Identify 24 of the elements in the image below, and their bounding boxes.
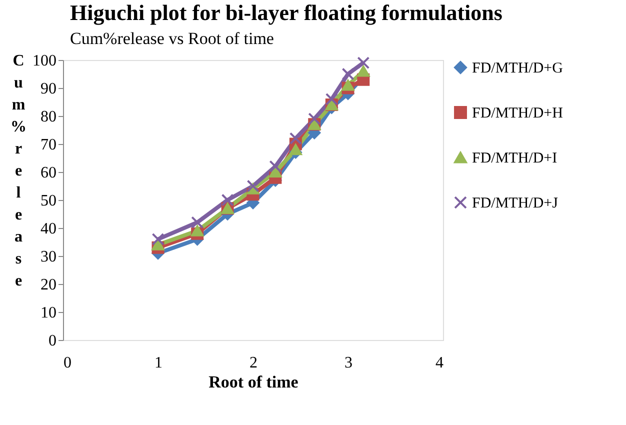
y-tick-label: 30: [40, 248, 56, 266]
y-tick-label: 60: [40, 164, 56, 182]
y-tick-label: 0: [48, 332, 56, 350]
x-tick-label: 2: [250, 354, 258, 372]
x-tick-label: 4: [436, 354, 444, 372]
legend-label: FD/MTH/D+J: [472, 196, 558, 212]
y-tick-label: 20: [40, 276, 56, 294]
legend-label: FD/MTH/D+H: [472, 106, 564, 122]
y-tick-label: 90: [40, 80, 56, 98]
y-tick-label: 100: [32, 52, 56, 70]
y-tick-label: 10: [40, 304, 56, 322]
x-tick-label: 3: [344, 354, 352, 372]
y-tick-label: 40: [40, 220, 56, 238]
text: Cum%release: [10, 52, 26, 290]
y-tick-label: 70: [40, 136, 56, 154]
x-tick-label: 0: [64, 354, 72, 372]
legend-label: FD/MTH/D+G: [472, 60, 564, 76]
x-tick-label: 1: [154, 354, 162, 372]
chart-subtitle: Cum%release vs Root of time: [70, 29, 274, 48]
y-tick-label: 80: [40, 108, 56, 126]
x-axis-title: Root of time: [208, 372, 299, 392]
y-tick-label: 50: [40, 192, 56, 210]
chart-title: Higuchi plot for bi-layer floating formulations: [70, 0, 503, 25]
legend-label: FD/MTH/D+I: [472, 150, 558, 166]
